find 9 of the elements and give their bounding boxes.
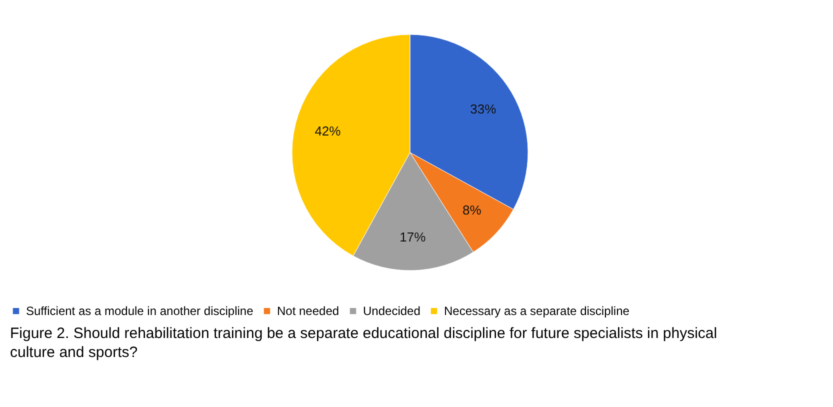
data-label: 17%: [400, 229, 426, 244]
legend-label: Undecided: [363, 304, 420, 318]
data-label: 42%: [314, 123, 342, 138]
legend-label: Sufficient as a module in another discipline: [26, 304, 254, 318]
data-label: 33%: [470, 101, 497, 116]
legend-label: Necessary as a separate discipline: [444, 304, 630, 318]
data-label: 8%: [462, 202, 482, 218]
caption: Figure 2. Should rehabilitation training be a separate educational discipline for future specialists in physical culture and sports?: [10, 325, 718, 361]
legend-label: Not needed: [277, 304, 340, 318]
